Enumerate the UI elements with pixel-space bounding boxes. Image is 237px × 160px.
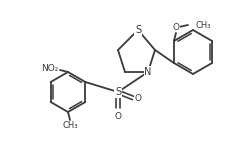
Text: O: O bbox=[173, 23, 179, 32]
Text: CH₃: CH₃ bbox=[196, 20, 211, 29]
Text: S: S bbox=[135, 25, 141, 35]
Text: S: S bbox=[115, 87, 121, 97]
Text: N: N bbox=[144, 67, 152, 77]
Text: NO₂: NO₂ bbox=[41, 64, 59, 72]
Text: CH₃: CH₃ bbox=[62, 121, 78, 131]
Text: O: O bbox=[114, 112, 122, 120]
Text: O: O bbox=[135, 93, 141, 103]
